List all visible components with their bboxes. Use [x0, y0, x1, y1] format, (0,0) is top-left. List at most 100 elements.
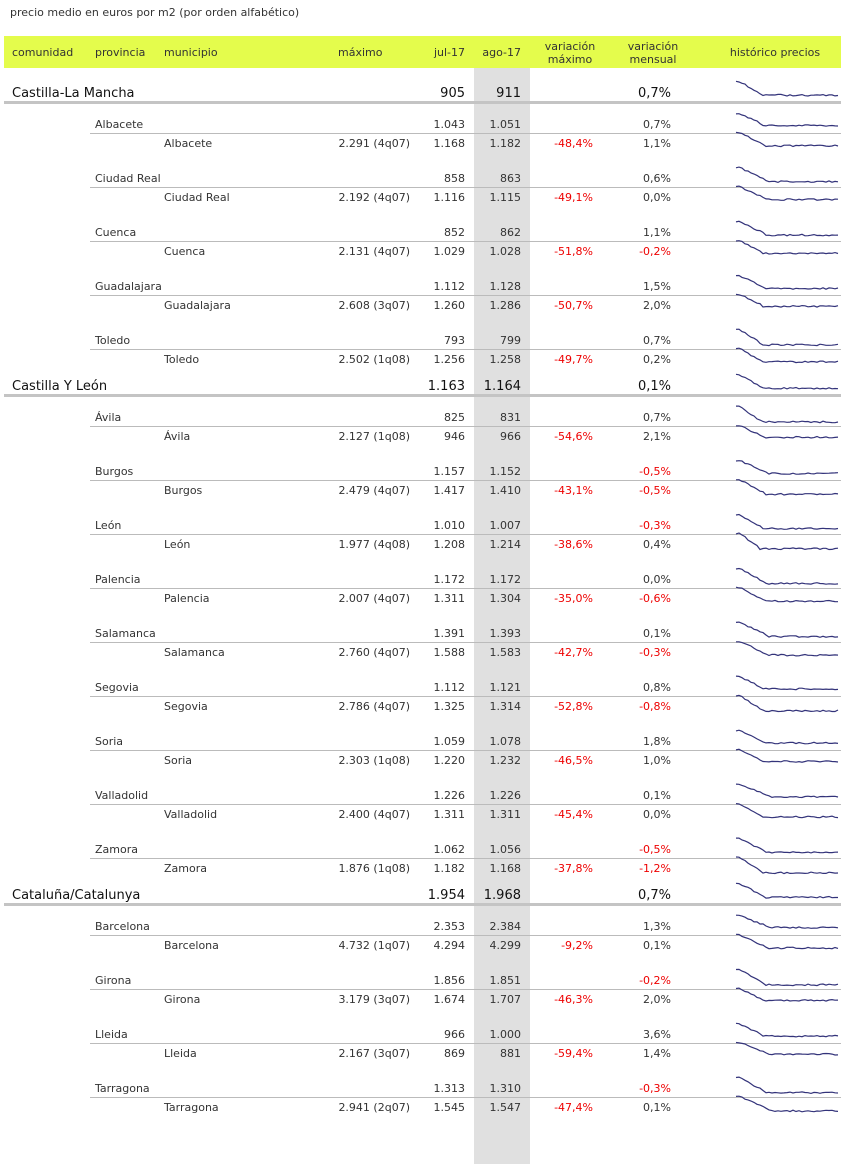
provincia-variacion-mensual: 0,0%	[643, 573, 671, 586]
municipio-variacion-maximo: -54,6%	[554, 430, 593, 443]
provincia-separator	[90, 480, 841, 481]
sparkline-series	[735, 460, 839, 475]
municipio-ago-17: 1.028	[489, 245, 522, 258]
sparkline-series	[735, 1041, 839, 1056]
provincia-name: Segovia	[95, 681, 139, 694]
provincia-separator	[90, 642, 841, 643]
comunidad-name: Castilla Y León	[12, 379, 108, 394]
municipio-variacion-mensual: 0,4%	[643, 538, 671, 551]
municipio-jul-17: 1.325	[433, 700, 466, 713]
provincia-name: Girona	[95, 974, 132, 987]
provincia-variacion-mensual: 1,5%	[643, 280, 671, 293]
sparkline-series	[736, 837, 839, 854]
provincia-ago-17: 1.121	[489, 681, 522, 694]
municipio-ago-17: 1.311	[489, 808, 522, 821]
provincia-ago-17: 1.310	[489, 1082, 522, 1095]
municipio-variacion-mensual: 2,1%	[643, 430, 671, 443]
municipio-name: Salamanca	[164, 646, 225, 659]
sparkline-series	[735, 293, 839, 308]
sparkline-series	[735, 567, 839, 585]
comunidad-separator	[4, 394, 841, 397]
municipio-maximo: 2.192 (4q07)	[338, 191, 410, 204]
municipio-ago-17: 1.214	[489, 538, 522, 551]
municipio-jul-17: 4.294	[433, 939, 466, 952]
provincia-ago-17: 1.051	[489, 118, 522, 131]
municipio-variacion-mensual: 2,0%	[643, 993, 671, 1006]
municipio-ago-17: 1.168	[489, 862, 522, 875]
municipio-maximo: 2.941 (2q07)	[338, 1101, 410, 1114]
municipio-ago-17: 1.583	[489, 646, 522, 659]
provincia-name: Ciudad Real	[95, 172, 161, 185]
provincia-jul-17: 1.313	[433, 1082, 466, 1095]
sparkline-chart	[736, 837, 839, 854]
municipio-ago-17: 1.707	[489, 993, 522, 1006]
sparkline-series	[735, 621, 839, 638]
municipio-variacion-maximo: -51,8%	[554, 245, 593, 258]
sparkline-chart	[735, 532, 839, 551]
sparkline-series	[736, 641, 839, 657]
provincia-name: Tarragona	[95, 1082, 150, 1095]
provincia-variacion-mensual: 0,6%	[643, 172, 671, 185]
provincia-ago-17: 799	[500, 334, 521, 347]
ago-17-column-highlight	[474, 68, 530, 1164]
municipio-ago-17: 1.232	[489, 754, 522, 767]
provincia-separator	[90, 989, 841, 990]
municipio-jul-17: 1.545	[433, 1101, 466, 1114]
comunidad-ago-17: 911	[496, 86, 521, 101]
municipio-variacion-maximo: -43,1%	[554, 484, 593, 497]
municipio-name: Lleida	[164, 1047, 197, 1060]
sparkline-chart	[735, 882, 838, 899]
provincia-jul-17: 1.157	[433, 465, 466, 478]
header-municipio: municipio	[164, 46, 218, 59]
sparkline-chart	[735, 347, 839, 364]
sparkline-chart	[736, 405, 839, 424]
municipio-maximo: 2.167 (3q07)	[338, 1047, 410, 1060]
sparkline-chart	[736, 641, 839, 657]
provincia-separator	[90, 1043, 841, 1044]
municipio-variacion-mensual: 0,1%	[643, 1101, 671, 1114]
provincia-jul-17: 858	[444, 172, 465, 185]
comunidad-jul-17: 1.954	[427, 888, 465, 903]
provincia-separator	[90, 588, 841, 589]
sparkline-chart	[735, 621, 839, 638]
provincia-variacion-mensual: 0,7%	[643, 334, 671, 347]
sparkline-chart	[735, 425, 839, 439]
municipio-jul-17: 1.256	[433, 353, 466, 366]
municipio-ago-17: 1.258	[489, 353, 522, 366]
municipio-name: Palencia	[164, 592, 210, 605]
municipio-variacion-maximo: -37,8%	[554, 862, 593, 875]
provincia-separator	[90, 1097, 841, 1098]
comunidad-ago-17: 1.164	[483, 379, 521, 394]
municipio-maximo: 2.502 (1q08)	[338, 353, 410, 366]
municipio-maximo: 2.400 (4q07)	[338, 808, 410, 821]
municipio-maximo: 2.786 (4q07)	[338, 700, 410, 713]
municipio-variacion-maximo: -49,1%	[554, 191, 593, 204]
municipio-variacion-maximo: -42,7%	[554, 646, 593, 659]
sparkline-chart	[735, 479, 839, 496]
sparkline-chart	[735, 240, 839, 255]
municipio-jul-17: 1.220	[433, 754, 466, 767]
sparkline-series	[735, 240, 839, 255]
municipio-ago-17: 1.286	[489, 299, 522, 312]
municipio-name: Cuenca	[164, 245, 206, 258]
header-variacion-maximo: variación máximo	[544, 40, 596, 66]
municipio-variacion-maximo: -59,4%	[554, 1047, 593, 1060]
municipio-ago-17: 1.410	[489, 484, 522, 497]
municipio-ago-17: 1.115	[489, 191, 522, 204]
header-ago-17: ago-17	[482, 46, 521, 59]
sparkline-series	[735, 783, 839, 799]
sparkline-series	[735, 748, 839, 763]
sparkline-series	[735, 914, 839, 929]
municipio-maximo: 1.977 (4q08)	[338, 538, 410, 551]
municipio-maximo: 2.291 (4q07)	[338, 137, 410, 150]
municipio-variacion-maximo: -9,2%	[561, 939, 593, 952]
comunidad-name: Castilla-La Mancha	[12, 86, 135, 101]
municipio-jul-17: 946	[444, 430, 465, 443]
sparkline-series	[735, 694, 839, 713]
municipio-variacion-maximo: -49,7%	[554, 353, 593, 366]
municipio-variacion-maximo: -38,6%	[554, 538, 593, 551]
sparkline-chart	[735, 293, 839, 308]
municipio-name: Guadalajara	[164, 299, 231, 312]
provincia-jul-17: 1.059	[433, 735, 466, 748]
